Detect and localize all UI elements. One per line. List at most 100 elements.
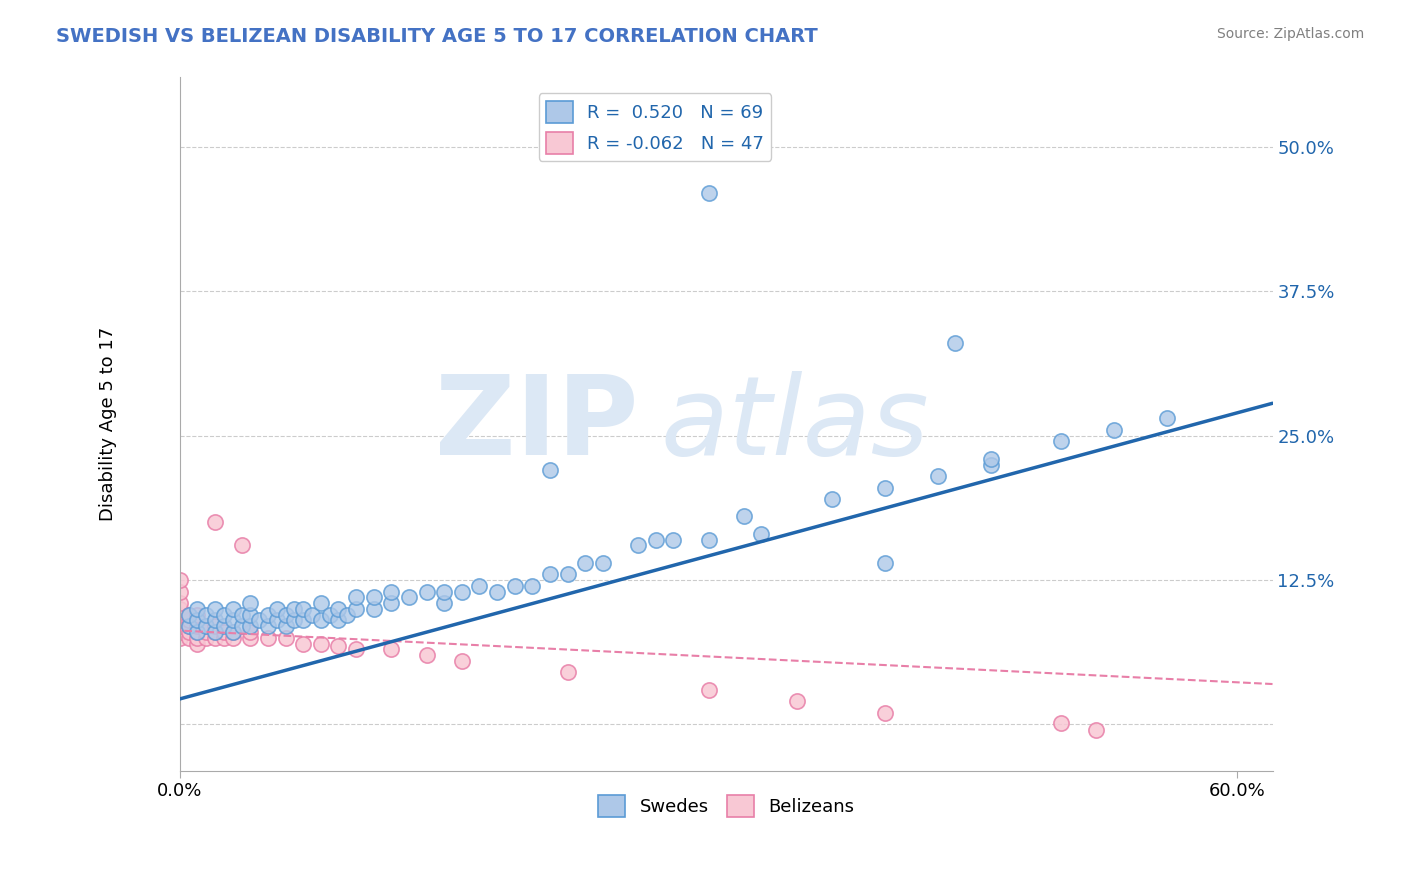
Point [301, 607, 323, 622]
Point [222, 625, 245, 640]
Point [169, 602, 191, 616]
Point [274, 619, 297, 633]
Point [222, 602, 245, 616]
Point [239, 631, 262, 645]
Point [592, 556, 614, 570]
Point [873, 481, 896, 495]
Point [328, 614, 350, 628]
Point [257, 631, 280, 645]
Point [186, 619, 208, 633]
Point [177, 631, 200, 645]
Point [980, 451, 1002, 466]
Point [627, 538, 650, 552]
Point [697, 186, 720, 200]
Point [186, 625, 208, 640]
Point [169, 573, 191, 587]
Point [344, 602, 367, 616]
Point [186, 637, 208, 651]
Point [344, 591, 367, 605]
Point [212, 631, 235, 645]
Point [177, 619, 200, 633]
Point [344, 642, 367, 657]
Point [468, 579, 491, 593]
Point [212, 625, 235, 640]
Point [283, 614, 305, 628]
Point [186, 614, 208, 628]
Point [733, 509, 755, 524]
Point [186, 614, 208, 628]
Point [204, 614, 226, 628]
Point [169, 596, 191, 610]
Point [212, 619, 235, 633]
Point [177, 607, 200, 622]
Point [195, 631, 218, 645]
Point [169, 631, 191, 645]
Point [204, 619, 226, 633]
Point [222, 631, 245, 645]
Point [363, 602, 385, 616]
Text: SWEDISH VS BELIZEAN DISABILITY AGE 5 TO 17 CORRELATION CHART: SWEDISH VS BELIZEAN DISABILITY AGE 5 TO … [56, 27, 818, 45]
Point [538, 463, 561, 477]
Point [169, 625, 191, 640]
Point [195, 607, 218, 622]
Point [415, 584, 437, 599]
Point [177, 607, 200, 622]
Point [398, 591, 420, 605]
Point [204, 516, 226, 530]
Point [177, 619, 200, 633]
Point [239, 619, 262, 633]
Point [266, 602, 288, 616]
Point [751, 526, 773, 541]
Point [538, 567, 561, 582]
Point [204, 631, 226, 645]
Point [283, 602, 305, 616]
Point [257, 607, 280, 622]
Point [697, 533, 720, 547]
Point [204, 625, 226, 640]
Point [186, 631, 208, 645]
Point [195, 619, 218, 633]
Point [697, 682, 720, 697]
Point [433, 584, 456, 599]
Point [1050, 716, 1073, 731]
Point [328, 639, 350, 653]
Point [328, 602, 350, 616]
Point [274, 607, 297, 622]
Point [318, 607, 340, 622]
Point [380, 642, 402, 657]
Point [169, 614, 191, 628]
Point [212, 607, 235, 622]
Point [274, 631, 297, 645]
Point [169, 607, 191, 622]
Point [186, 625, 208, 640]
Point [486, 584, 509, 599]
Point [169, 619, 191, 633]
Point [195, 625, 218, 640]
Point [873, 706, 896, 720]
Point [247, 614, 270, 628]
Point [415, 648, 437, 662]
Point [433, 596, 456, 610]
Point [980, 458, 1002, 472]
Point [557, 567, 579, 582]
Text: atlas: atlas [661, 370, 929, 477]
Text: Source: ZipAtlas.com: Source: ZipAtlas.com [1216, 27, 1364, 41]
Point [557, 665, 579, 680]
Point [662, 533, 685, 547]
Point [927, 469, 949, 483]
Point [786, 694, 808, 708]
Point [231, 538, 253, 552]
Point [292, 614, 315, 628]
Point [574, 556, 596, 570]
Text: ZIP: ZIP [436, 370, 638, 477]
Point [292, 637, 315, 651]
Point [239, 625, 262, 640]
Point [336, 607, 359, 622]
Point [1156, 411, 1178, 425]
Point [177, 614, 200, 628]
Point [450, 654, 472, 668]
Point [231, 619, 253, 633]
Point [380, 596, 402, 610]
Point [309, 614, 332, 628]
Point [222, 625, 245, 640]
